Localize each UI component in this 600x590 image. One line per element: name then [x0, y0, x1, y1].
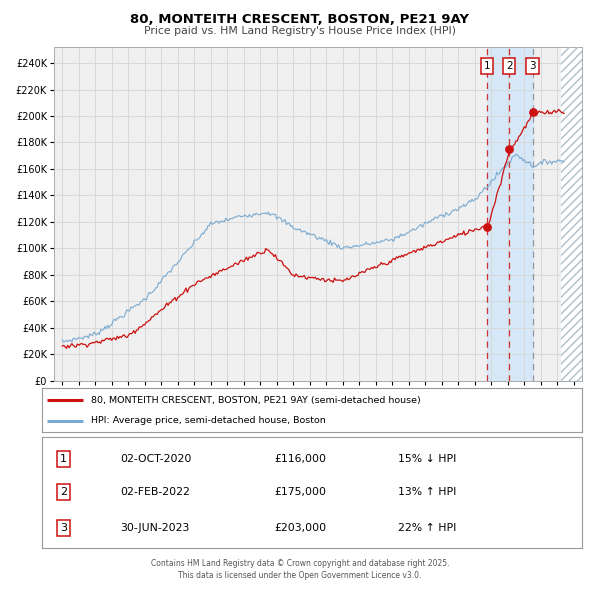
Text: 22% ↑ HPI: 22% ↑ HPI — [398, 523, 457, 533]
Text: 13% ↑ HPI: 13% ↑ HPI — [398, 487, 457, 497]
Text: 3: 3 — [529, 61, 536, 71]
Text: Price paid vs. HM Land Registry's House Price Index (HPI): Price paid vs. HM Land Registry's House … — [144, 26, 456, 36]
Text: 1: 1 — [484, 61, 490, 71]
Point — [528, 107, 538, 117]
Text: 3: 3 — [60, 523, 67, 533]
Text: 30-JUN-2023: 30-JUN-2023 — [121, 523, 190, 533]
Bar — [487, 47, 533, 381]
Text: This data is licensed under the Open Government Licence v3.0.: This data is licensed under the Open Gov… — [178, 571, 422, 579]
Text: 2: 2 — [506, 61, 512, 71]
Point — [482, 222, 492, 232]
Text: 2: 2 — [60, 487, 67, 497]
Text: 02-FEB-2022: 02-FEB-2022 — [121, 487, 190, 497]
Text: 02-OCT-2020: 02-OCT-2020 — [121, 454, 191, 464]
Text: £116,000: £116,000 — [274, 454, 326, 464]
Text: HPI: Average price, semi-detached house, Boston: HPI: Average price, semi-detached house,… — [91, 417, 325, 425]
Text: 80, MONTEITH CRESCENT, BOSTON, PE21 9AY (semi-detached house): 80, MONTEITH CRESCENT, BOSTON, PE21 9AY … — [91, 395, 421, 405]
Text: 15% ↓ HPI: 15% ↓ HPI — [398, 454, 457, 464]
Text: 1: 1 — [60, 454, 67, 464]
Text: £175,000: £175,000 — [274, 487, 326, 497]
Point — [505, 145, 514, 154]
Text: Contains HM Land Registry data © Crown copyright and database right 2025.: Contains HM Land Registry data © Crown c… — [151, 559, 449, 568]
Text: 80, MONTEITH CRESCENT, BOSTON, PE21 9AY: 80, MONTEITH CRESCENT, BOSTON, PE21 9AY — [131, 13, 470, 26]
Text: £203,000: £203,000 — [274, 523, 326, 533]
